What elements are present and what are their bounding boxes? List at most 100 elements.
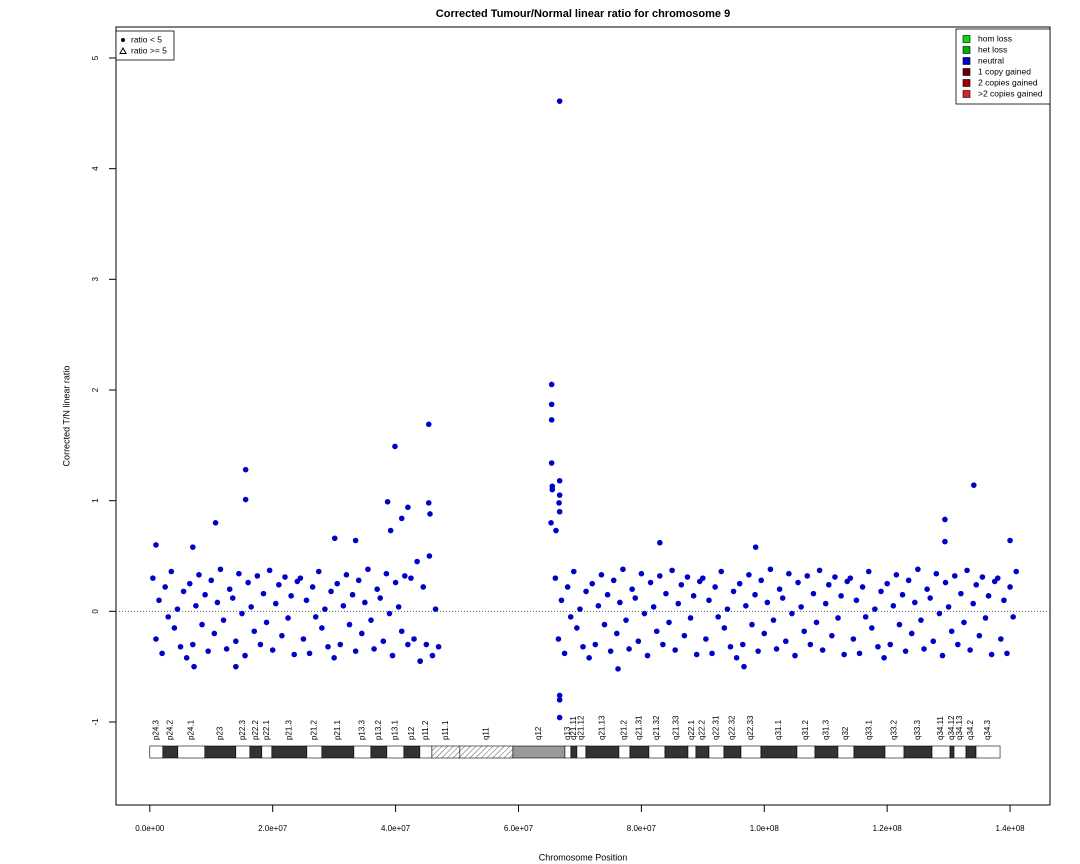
- data-point: [162, 584, 168, 590]
- x-tick-label: 4.0e+07: [381, 824, 411, 833]
- band-label: p13.3: [357, 719, 366, 740]
- ideogram-band: [403, 745, 421, 759]
- data-point: [556, 492, 563, 498]
- data-point: [743, 602, 749, 609]
- band-label: q34.2: [966, 719, 975, 740]
- data-point: [555, 636, 562, 642]
- data-point: [245, 579, 251, 586]
- legend-box: [955, 28, 1051, 105]
- data-point: [761, 630, 768, 637]
- data-point: [595, 602, 602, 609]
- data-point: [615, 666, 621, 672]
- data-point: [352, 537, 359, 544]
- data-point: [405, 641, 411, 648]
- ideogram-band: [975, 745, 1001, 759]
- data-point: [242, 652, 248, 659]
- data-point: [355, 577, 362, 584]
- data-point: [288, 593, 294, 599]
- band-label: q13: [563, 726, 572, 740]
- data-point: [346, 621, 353, 628]
- data-point: [427, 511, 433, 517]
- data-point: [939, 652, 946, 659]
- legend-swatch: [962, 57, 971, 65]
- ideogram-band: [903, 745, 933, 759]
- data-point: [610, 577, 617, 584]
- data-point: [153, 542, 159, 548]
- data-point: [703, 636, 709, 642]
- data-point: [878, 588, 884, 595]
- legend-swatch: [962, 46, 971, 54]
- data-point: [1013, 568, 1020, 575]
- data-point: [690, 593, 697, 599]
- ideogram-band: [708, 745, 725, 759]
- data-point: [650, 604, 657, 610]
- data-point: [1001, 597, 1007, 604]
- data-point: [552, 575, 559, 581]
- data-point: [190, 544, 196, 550]
- data-point: [242, 496, 249, 503]
- ideogram-band: [796, 745, 816, 759]
- data-point: [623, 617, 629, 623]
- data-point: [724, 606, 731, 612]
- data-point: [988, 651, 995, 658]
- data-point: [340, 602, 347, 609]
- ideogram-band: [723, 745, 742, 759]
- data-point: [248, 604, 254, 610]
- data-point: [613, 630, 620, 637]
- data-point: [205, 648, 211, 654]
- band-label: p23: [215, 726, 224, 740]
- data-point: [334, 580, 341, 587]
- data-point: [945, 604, 952, 610]
- ideogram-band: [564, 745, 572, 759]
- data-point: [577, 606, 583, 612]
- band-label: p13.1: [390, 719, 399, 740]
- band-label: p21.2: [309, 719, 318, 740]
- data-point: [374, 586, 380, 592]
- data-point: [386, 610, 393, 617]
- data-point: [641, 610, 648, 617]
- x-tick-label: 2.0e+07: [258, 824, 288, 833]
- data-point: [853, 597, 860, 604]
- data-point: [174, 606, 181, 612]
- data-point: [899, 591, 906, 598]
- band-label: p21.1: [333, 719, 342, 740]
- band-label: q22.31: [712, 715, 721, 740]
- data-point: [657, 539, 663, 546]
- band-label: q21.33: [672, 715, 681, 740]
- data-point: [153, 636, 159, 642]
- data-point: [942, 538, 948, 545]
- data-point: [556, 477, 563, 484]
- data-point: [721, 625, 728, 631]
- data-point: [208, 577, 215, 584]
- data-point: [1010, 614, 1016, 620]
- band-label: q21.32: [652, 715, 661, 740]
- data-point: [798, 604, 804, 610]
- data-point: [681, 632, 688, 639]
- ideogram-band: [965, 745, 977, 759]
- data-point: [217, 566, 224, 573]
- data-point: [279, 632, 285, 639]
- data-point: [678, 581, 685, 588]
- band-label: p24.1: [186, 719, 195, 740]
- data-point: [556, 697, 563, 703]
- data-point: [371, 646, 377, 652]
- ideogram-band: [177, 745, 206, 759]
- data-point: [758, 577, 764, 584]
- data-point: [411, 636, 417, 642]
- data-point: [417, 658, 423, 664]
- data-point: [1007, 584, 1013, 590]
- legend-swatch: [962, 90, 971, 98]
- band-label: q33.2: [890, 719, 899, 740]
- data-point: [961, 619, 967, 626]
- plot-frame: [115, 26, 1051, 806]
- band-label: q21.12: [577, 715, 586, 740]
- x-axis-label: Chromosome Position: [539, 852, 628, 862]
- data-point: [337, 641, 344, 648]
- data-point: [653, 628, 660, 635]
- data-point: [915, 566, 921, 573]
- band-label: p22.3: [238, 719, 247, 740]
- ideogram-band: [953, 745, 967, 759]
- data-point: [229, 595, 236, 601]
- data-point: [220, 617, 227, 623]
